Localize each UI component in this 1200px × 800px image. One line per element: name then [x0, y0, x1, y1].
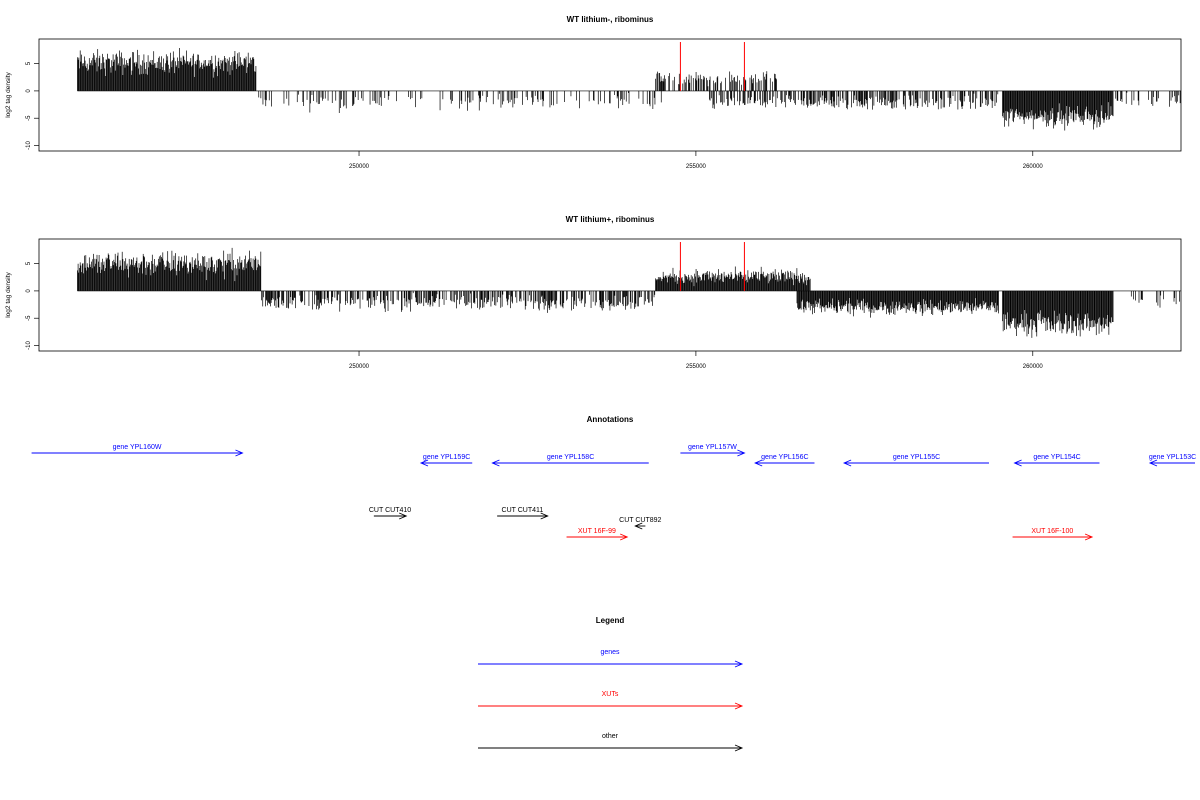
chart-title: WT lithium-, ribominus — [567, 15, 654, 24]
gene-arrow-head — [754, 459, 763, 467]
legend-label: other — [602, 733, 619, 740]
y-tick-label: -10 — [26, 341, 32, 350]
y-tick-label: 5 — [26, 261, 32, 265]
gene-label: gene YPL154C — [1033, 454, 1080, 461]
y-tick-label: 0 — [26, 89, 32, 93]
x-tick-label: 260000 — [1023, 164, 1044, 170]
gene-feature: gene YPL158C — [491, 454, 649, 467]
x-tick-label: 255000 — [686, 164, 707, 170]
legend-arrow-head — [734, 744, 744, 752]
legend-title: Legend — [596, 616, 625, 625]
cut-label: CUT CUT892 — [619, 517, 661, 524]
legend-item: other — [478, 733, 744, 752]
axis-ticks: 250000 255000 260000 -10 -5 0 5 — [26, 61, 1043, 170]
chart-title: WT lithium+, ribominus — [566, 215, 655, 224]
bars-group — [77, 247, 1180, 338]
xut-arrow-head — [620, 533, 629, 541]
annotation-features: gene YPL160W gene YPL159C gene YPL158C gene… — [31, 444, 1196, 541]
red-marker-group — [679, 242, 745, 291]
gene-feature: gene YPL157W — [680, 444, 746, 457]
bars-group — [77, 48, 1181, 131]
x-tick-label: 255000 — [686, 364, 707, 370]
gene-feature: gene YPL155C — [842, 454, 989, 467]
chart-panel-lithium-minus: WT lithium-, ribominus log2 tag density … — [5, 15, 1182, 170]
cut-label: CUT CUT411 — [502, 507, 544, 514]
gene-label: gene YPL153C — [1149, 454, 1196, 461]
gene-arrow-head — [737, 449, 746, 457]
gene-label: gene YPL157W — [688, 444, 737, 451]
y-tick-label: -5 — [26, 115, 32, 121]
legend-item: genes — [478, 649, 744, 668]
legend-panel: Legend genes XUTs other — [478, 616, 744, 752]
plot-frame — [38, 38, 1182, 152]
y-axis-label: log2 tag density — [5, 71, 12, 117]
gene-feature: gene YPL160W — [31, 444, 244, 457]
y-tick-label: 0 — [26, 289, 32, 293]
legend-arrow-head — [734, 702, 744, 710]
xut-label: XUT 16F-100 — [1031, 528, 1073, 535]
legend-items: genes XUTs other — [478, 649, 744, 752]
legend-item: XUTs — [478, 691, 744, 710]
cut-label: CUT CUT410 — [369, 507, 411, 514]
plot-frame — [38, 238, 1182, 352]
gene-arrow-head — [235, 449, 244, 457]
xut-label: XUT 16F-99 — [578, 528, 616, 535]
cut-feature: CUT CUT410 — [369, 507, 411, 520]
gene-label: gene YPL159C — [423, 454, 470, 461]
gene-arrow-head — [419, 459, 429, 467]
gene-label: gene YPL156C — [761, 454, 808, 461]
x-tick-label: 250000 — [349, 364, 370, 370]
gene-feature: gene YPL153C — [1148, 454, 1196, 467]
gene-label: gene YPL158C — [547, 454, 594, 461]
cut-arrow-head — [634, 522, 643, 530]
gene-arrow-head — [491, 459, 500, 467]
gene-feature: gene YPL159C — [419, 454, 473, 467]
y-tick-label: -5 — [26, 315, 32, 321]
y-tick-label: -10 — [26, 141, 32, 150]
xut-arrow-head — [1084, 533, 1094, 541]
gene-arrow-head — [842, 459, 852, 467]
gene-feature: gene YPL154C — [1013, 454, 1100, 467]
gene-feature: gene YPL156C — [754, 454, 815, 467]
axis-ticks: 250000 255000 260000 -10 -5 0 5 — [26, 261, 1043, 370]
x-tick-label: 260000 — [1023, 364, 1044, 370]
x-tick-label: 250000 — [349, 164, 370, 170]
legend-label: XUTs — [602, 691, 619, 698]
legend-label: genes — [600, 649, 620, 656]
gene-arrow-head — [1148, 459, 1158, 467]
legend-arrow-head — [734, 660, 744, 668]
cut-feature: CUT CUT411 — [497, 507, 549, 520]
xut-feature: XUT 16F-100 — [1012, 528, 1094, 541]
chart-panel-lithium-plus: WT lithium+, ribominus log2 tag density … — [5, 215, 1182, 370]
annotations-title: Annotations — [587, 415, 634, 424]
cut-arrow-head — [540, 512, 549, 520]
gene-arrow-head — [1013, 459, 1022, 467]
y-tick-label: 5 — [26, 61, 32, 65]
gene-label: gene YPL160W — [113, 444, 162, 451]
cut-arrow-head — [399, 512, 408, 520]
gene-label: gene YPL155C — [893, 454, 940, 461]
xut-feature: XUT 16F-99 — [566, 528, 629, 541]
red-marker-group — [679, 42, 745, 91]
cut-feature: CUT CUT892 — [619, 517, 662, 530]
y-axis-label: log2 tag density — [5, 271, 12, 317]
